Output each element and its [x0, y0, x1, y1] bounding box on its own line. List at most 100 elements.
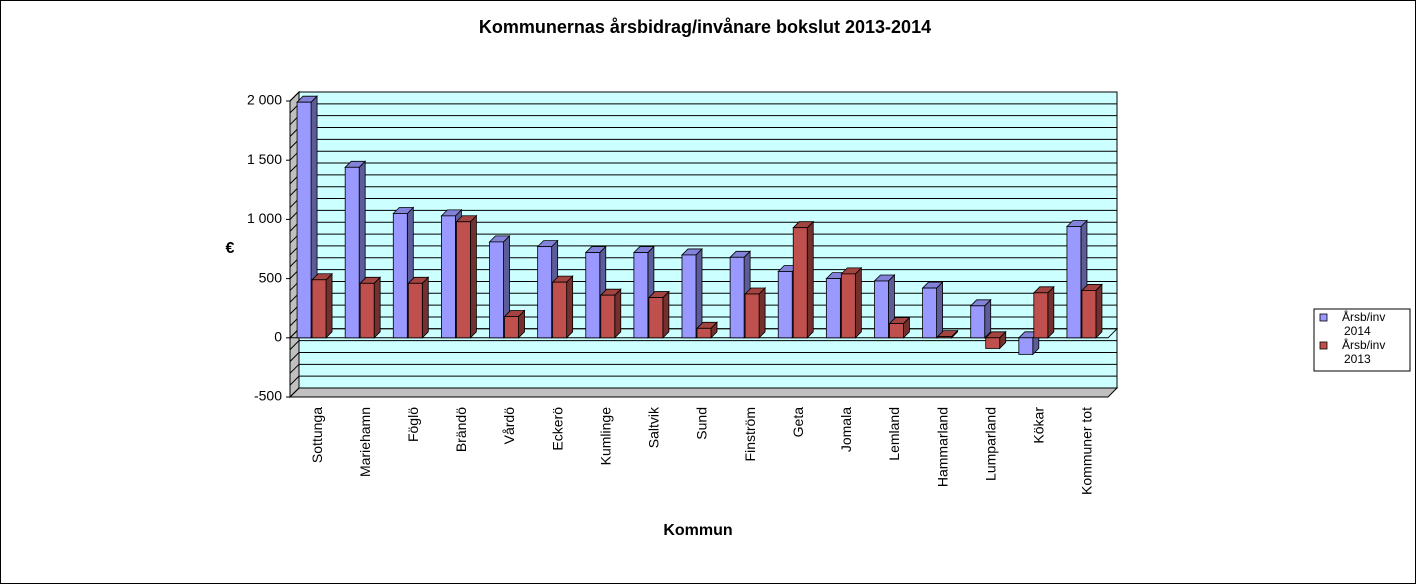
bar-front — [600, 294, 616, 339]
bar — [681, 247, 703, 339]
bar — [311, 272, 334, 339]
bar-side — [421, 276, 429, 339]
bar-side — [662, 290, 670, 339]
y-tick-label: 1 000 — [247, 210, 282, 226]
bar-front — [696, 327, 712, 339]
bar-front — [504, 316, 519, 339]
bar — [407, 276, 430, 339]
x-tick-label: Kommuner tot — [1079, 407, 1095, 495]
x-tick-label: Lemland — [886, 407, 902, 461]
bar — [984, 330, 1007, 350]
floor — [288, 387, 1119, 398]
legend-swatch — [1319, 341, 1328, 350]
bar — [969, 298, 992, 339]
bar-front — [441, 215, 456, 339]
bar-front — [874, 280, 889, 339]
y-tick-label: 500 — [259, 269, 283, 285]
bar-front — [359, 282, 375, 339]
y-tick-label: 2 000 — [247, 92, 282, 108]
bar — [744, 287, 767, 339]
x-tick-label: Geta — [790, 407, 806, 438]
y-tick-label: 1 500 — [247, 151, 282, 167]
bar — [888, 316, 911, 339]
bar-front — [744, 293, 760, 339]
bar-front — [407, 282, 423, 339]
bar — [792, 220, 815, 339]
bar — [488, 234, 511, 339]
bar-side — [936, 281, 943, 339]
bar-front — [456, 221, 471, 339]
bar-side — [1095, 283, 1103, 339]
bar — [647, 290, 670, 339]
bar-side — [854, 266, 862, 339]
x-axis-title: Kommun — [663, 522, 732, 539]
bar-front — [1018, 337, 1034, 355]
legend-swatch — [1319, 313, 1328, 322]
x-tick-label: Sottunga — [309, 407, 325, 463]
bar-front — [1081, 290, 1097, 339]
x-tick-label: Saltvik — [646, 406, 662, 448]
bar-front — [985, 337, 1001, 349]
bar — [455, 214, 478, 339]
bar-front — [489, 241, 504, 339]
bar — [599, 288, 622, 339]
x-tick-label: Föglö — [405, 407, 421, 442]
bar-front — [585, 252, 601, 339]
bar-front — [937, 336, 952, 339]
bar — [936, 329, 959, 339]
bar — [921, 281, 944, 339]
x-tick-label: Finström — [742, 407, 758, 461]
bar-front — [552, 281, 568, 339]
plot-area: -500 0 500 1 000 1 500 2 000 Sottunga Mariehamn… — [247, 90, 1119, 495]
bar-side — [1047, 285, 1055, 339]
bar-front — [729, 256, 745, 339]
bar-front — [537, 246, 553, 339]
x-tick-label: Lumparland — [982, 407, 998, 481]
bar — [359, 276, 382, 339]
bar — [1080, 283, 1103, 339]
bar-front — [1033, 292, 1049, 339]
bar-side — [325, 272, 333, 339]
bar-front — [792, 227, 808, 339]
bar-front — [311, 279, 327, 339]
minor-grid-line — [289, 91, 1117, 102]
bar — [696, 321, 718, 339]
x-tick-label: Vårdö — [501, 407, 517, 445]
minor-grid-line — [289, 363, 1117, 374]
bar-side — [566, 275, 574, 339]
bar-front — [648, 297, 664, 339]
bar-side — [373, 276, 381, 339]
x-tick-label: Sund — [694, 407, 710, 440]
bar — [873, 274, 896, 339]
bar-front — [970, 305, 986, 339]
minor-grid-line — [289, 375, 1117, 386]
y-axis-title: € — [226, 240, 235, 257]
bar-front — [392, 213, 408, 339]
bar — [584, 245, 607, 339]
bar-front — [633, 252, 649, 339]
chart-title: Kommunernas årsbidrag/invånare bokslut 2… — [479, 17, 931, 37]
bar-front — [840, 273, 856, 339]
legend-label: Årsb/inv 2013 — [1342, 337, 1385, 366]
bar — [551, 275, 574, 339]
bar — [296, 95, 319, 339]
bar-front — [889, 323, 904, 339]
bar-front — [681, 254, 697, 339]
bar-side — [470, 214, 477, 339]
bar — [1032, 285, 1055, 339]
y-tick-label: 0 — [274, 329, 282, 345]
x-tick-label: Eckerö — [549, 407, 565, 451]
bar-front — [922, 287, 937, 339]
legend — [1313, 308, 1411, 372]
bar-side — [614, 288, 622, 339]
bar-front — [825, 278, 841, 339]
bar-side — [984, 298, 992, 339]
x-tick-label: Jomala — [838, 407, 854, 452]
x-tick-label: Kökar — [1031, 407, 1047, 444]
bar-front — [777, 271, 793, 339]
minor-grid-line — [289, 340, 1117, 350]
bar-side — [758, 287, 766, 339]
bar-side — [806, 220, 814, 339]
x-tick-label: Hammarland — [934, 407, 950, 487]
